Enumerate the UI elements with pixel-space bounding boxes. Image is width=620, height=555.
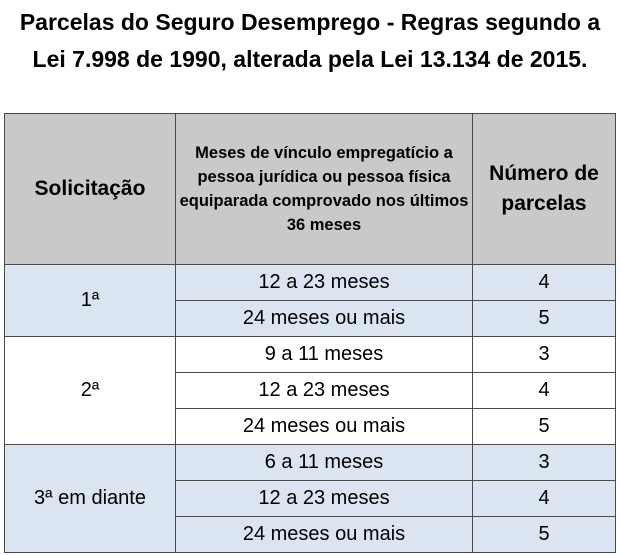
table-row: 3ª em diante 6 a 11 meses 3 — [4, 444, 616, 553]
parcelas-cell: 5 — [472, 300, 616, 337]
table-row: 24 meses ou mais 5 — [5, 408, 616, 445]
parcelas-cell: 4 — [472, 372, 616, 409]
parcelas-cell: 3 — [472, 444, 616, 481]
table-row: 24 meses ou mais 5 — [5, 300, 616, 337]
parcelas-cell: 3 — [472, 336, 616, 373]
meses-cell: 6 a 11 meses — [175, 444, 473, 481]
meses-cell: 24 meses ou mais — [175, 516, 473, 553]
meses-cell: 24 meses ou mais — [175, 300, 473, 337]
installments-table: Solicitação Meses de vínculo empregatíci… — [4, 113, 616, 553]
parcelas-cell: 5 — [472, 408, 616, 445]
solicitacao-cell: 2ª — [4, 336, 176, 445]
meses-cell: 12 a 23 meses — [175, 264, 473, 301]
table-row: 24 meses ou mais 5 — [5, 516, 616, 553]
parcelas-cell: 5 — [472, 516, 616, 553]
meses-cell: 24 meses ou mais — [175, 408, 473, 445]
parcelas-cell: 4 — [472, 264, 616, 301]
meses-cell: 12 a 23 meses — [175, 480, 473, 517]
header-row: Solicitação Meses de vínculo empregatíci… — [4, 113, 616, 265]
solicitacao-cell: 1ª — [4, 264, 176, 337]
meses-cell: 9 a 11 meses — [175, 336, 473, 373]
header-parcelas: Número de parcelas — [472, 113, 616, 265]
meses-cell: 12 a 23 meses — [175, 372, 473, 409]
table-row: 12 a 23 meses 4 — [5, 372, 616, 409]
page-title: Parcelas do Seguro Desemprego - Regras s… — [19, 9, 601, 72]
parcelas-cell: 4 — [472, 480, 616, 517]
table-row: 1ª 12 a 23 meses 4 — [4, 264, 616, 337]
header-solicitacao: Solicitação — [4, 113, 176, 265]
solicitacao-cell: 3ª em diante — [4, 444, 176, 553]
table-row: 2ª 9 a 11 meses 3 — [4, 336, 616, 445]
table-row: 12 a 23 meses 4 — [5, 480, 616, 517]
header-meses: Meses de vínculo empregatício a pessoa j… — [175, 113, 473, 265]
